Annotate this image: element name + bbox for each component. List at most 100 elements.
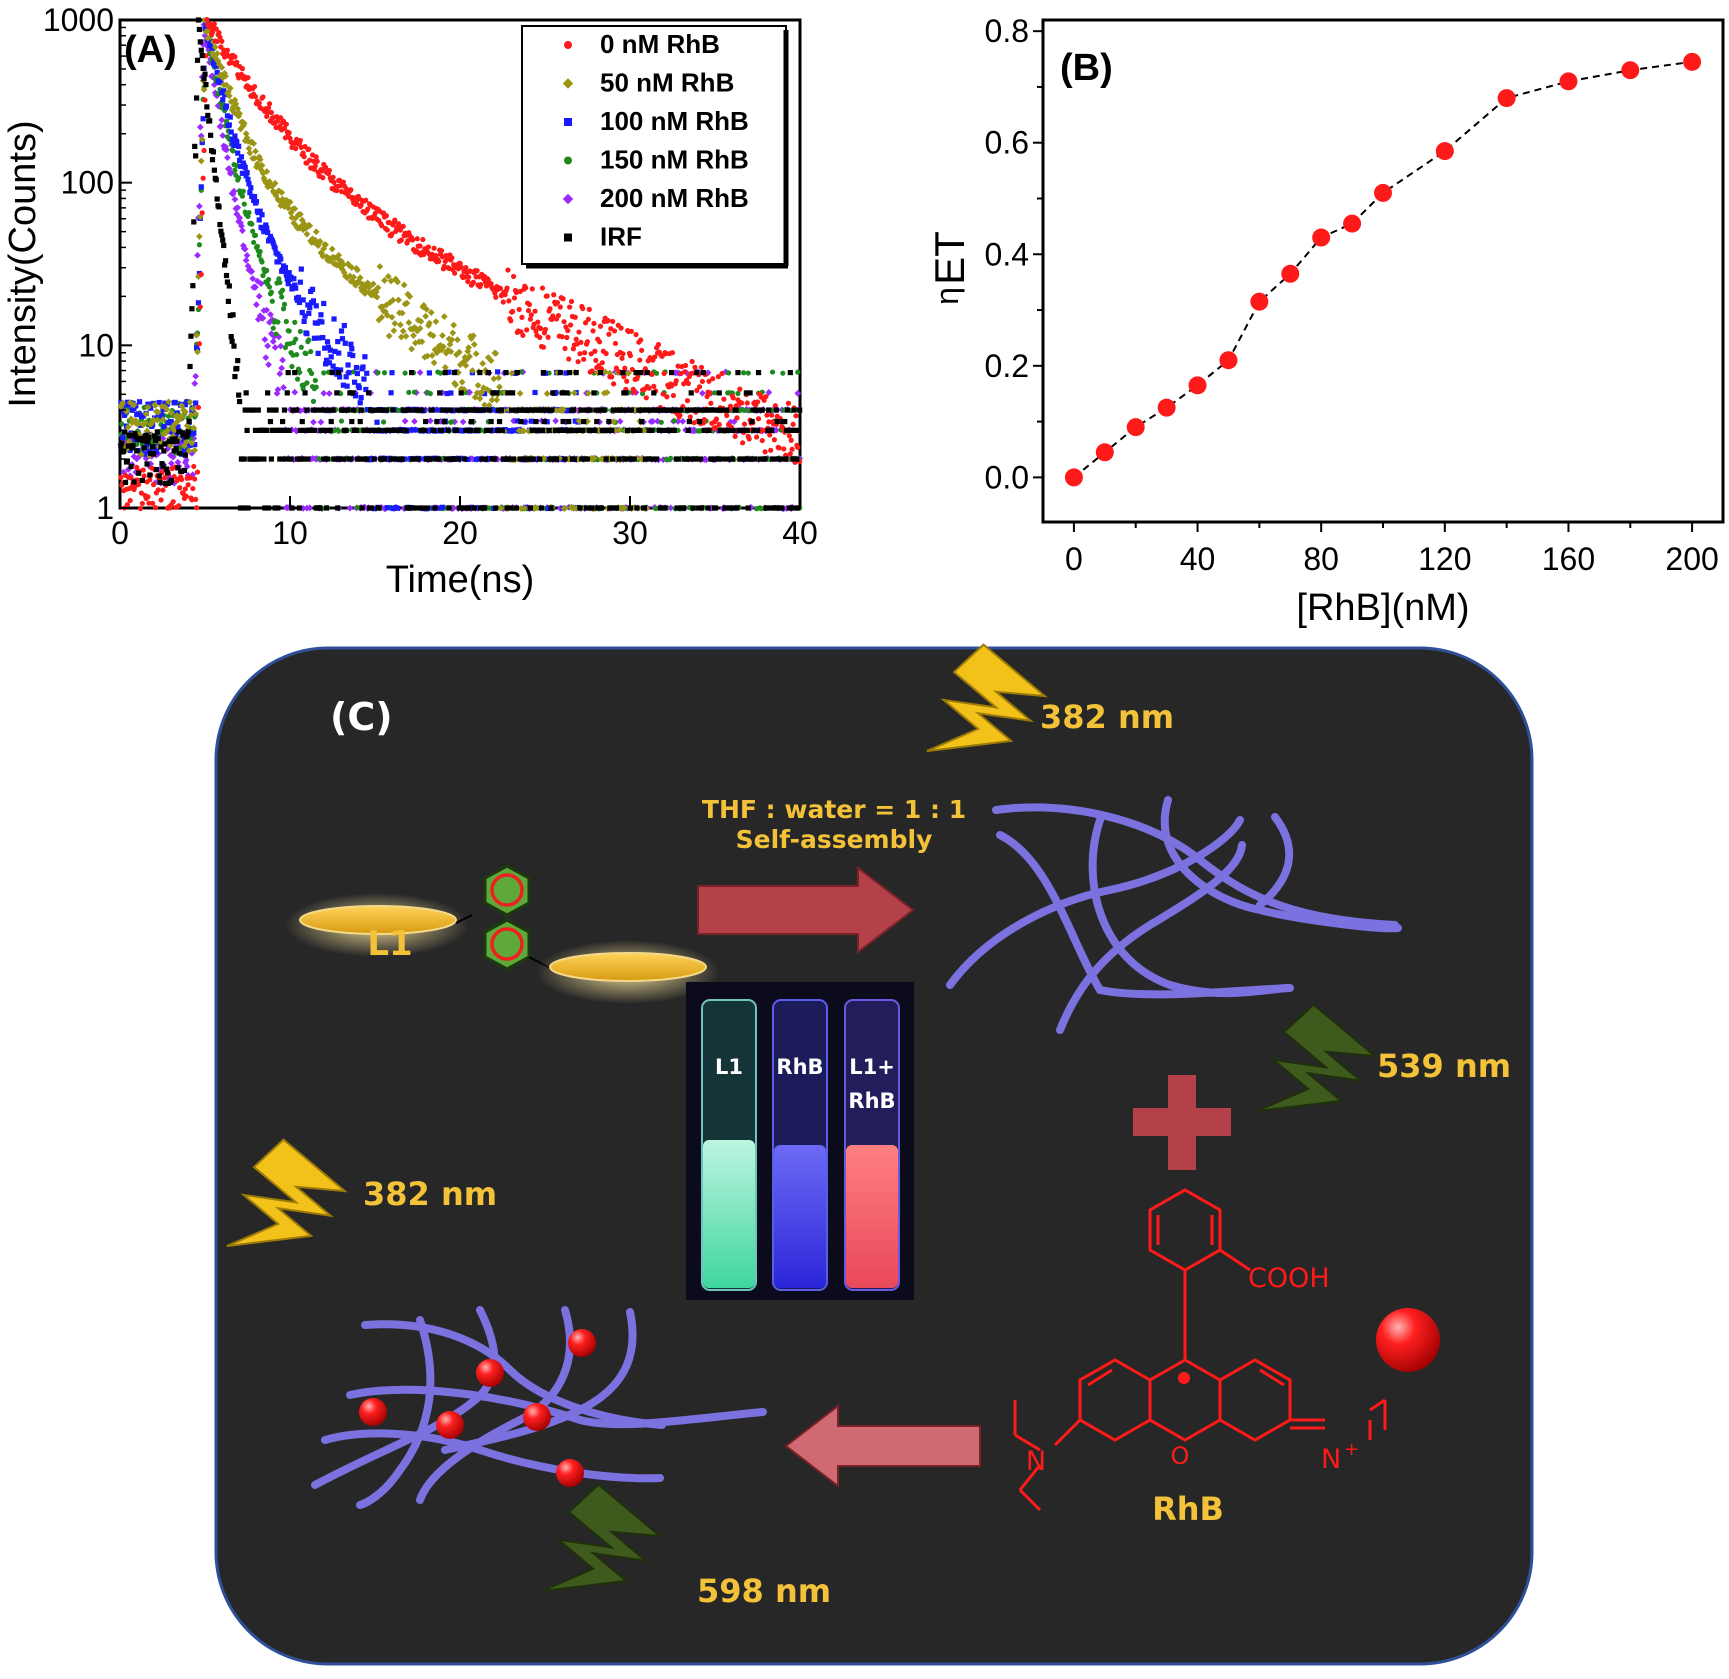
- data-point: [321, 370, 327, 376]
- data-point: [207, 118, 213, 124]
- data-point: [449, 329, 457, 337]
- data-point: [780, 370, 786, 376]
- data-point: [353, 427, 360, 433]
- data-point: [463, 264, 469, 271]
- data-point: [446, 369, 452, 375]
- data-point: [610, 456, 616, 462]
- data-point: [194, 57, 201, 63]
- data-point: [334, 390, 340, 396]
- panel-c-label: (C): [330, 695, 393, 739]
- data-point: [416, 407, 422, 413]
- data-point: [1312, 228, 1331, 247]
- data-point: [190, 424, 198, 432]
- data-point: [603, 350, 609, 357]
- data-point: [599, 360, 605, 366]
- data-point: [256, 100, 262, 106]
- data-point: [263, 306, 271, 314]
- data-point: [458, 390, 464, 396]
- data-point: [193, 496, 199, 503]
- data-point: [249, 275, 257, 283]
- data-point: [426, 319, 433, 327]
- data-point: [131, 406, 137, 412]
- data-point: [668, 383, 675, 389]
- data-point: [347, 390, 353, 396]
- data-point: [454, 407, 461, 413]
- data-point: [330, 174, 336, 180]
- data-point: [201, 76, 207, 82]
- data-point: [444, 390, 450, 397]
- data-point: [1683, 52, 1702, 71]
- data-point: [360, 456, 366, 462]
- emission-red-label: 598 nm: [697, 1572, 831, 1610]
- data-point: [423, 306, 430, 313]
- data-point: [674, 505, 680, 511]
- data-point: [620, 351, 626, 357]
- legend-marker: [564, 233, 572, 242]
- data-point: [160, 463, 166, 469]
- data-point: [716, 390, 722, 396]
- data-point: [418, 427, 424, 433]
- data-point: [357, 418, 363, 425]
- data-point: [414, 236, 420, 242]
- data-point: [187, 442, 193, 448]
- rhb-plus-charge: +: [1344, 1439, 1359, 1460]
- data-point: [527, 505, 533, 511]
- data-point: [136, 411, 142, 417]
- data-point: [229, 136, 235, 142]
- data-point: [639, 347, 645, 353]
- data-point: [263, 168, 271, 175]
- data-point: [219, 232, 225, 238]
- data-point: [493, 505, 499, 511]
- data-point: [466, 274, 472, 280]
- data-point: [616, 456, 622, 462]
- data-point: [448, 407, 454, 413]
- data-point: [582, 350, 588, 356]
- data-point: [562, 456, 568, 462]
- data-point: [448, 390, 454, 396]
- data-point: [767, 432, 773, 438]
- data-point: [145, 439, 151, 445]
- data-point: [157, 479, 163, 485]
- data-point: [412, 427, 418, 433]
- data-point: [573, 336, 579, 342]
- data-point: [346, 504, 354, 512]
- data-point: [197, 157, 205, 165]
- data-point: [280, 306, 287, 312]
- data-point: [351, 407, 357, 413]
- data-point: [539, 427, 546, 433]
- series-points: [118, 16, 803, 512]
- data-point: [695, 407, 701, 413]
- data-point: [449, 419, 455, 425]
- data-point: [439, 332, 446, 339]
- data-point: [610, 381, 617, 387]
- data-point: [282, 456, 289, 462]
- data-point: [546, 427, 552, 433]
- data-point: [705, 505, 711, 511]
- data-point: [276, 259, 282, 265]
- data-point: [628, 407, 634, 413]
- data-point: [596, 407, 602, 413]
- data-point: [516, 306, 522, 313]
- data-point: [406, 389, 412, 396]
- data-point: [246, 407, 252, 413]
- data-point: [318, 312, 324, 318]
- data-point: [395, 221, 402, 227]
- data-point: [320, 389, 328, 397]
- data-point: [788, 505, 794, 511]
- data-point: [520, 427, 528, 435]
- data-point: [380, 419, 387, 425]
- vial-rhb-liquid: [774, 1145, 826, 1288]
- data-point: [182, 456, 190, 464]
- data-point: [772, 426, 780, 434]
- data-point: [334, 187, 340, 194]
- data-point: [312, 163, 318, 169]
- data-point: [301, 154, 307, 160]
- x-tick-label: 0: [1065, 541, 1083, 577]
- data-point: [576, 329, 582, 335]
- data-point: [253, 301, 260, 308]
- data-point: [792, 427, 798, 433]
- data-point: [272, 505, 278, 511]
- data-point: [731, 505, 737, 511]
- data-point: [281, 125, 288, 131]
- data-point: [648, 407, 654, 413]
